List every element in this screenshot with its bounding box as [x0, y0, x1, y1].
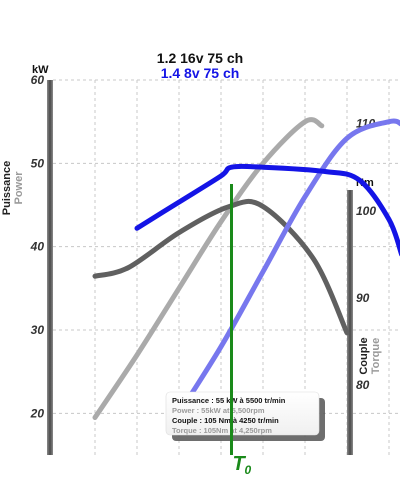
annotation-box: Puissance : 55 kW à 5500 tr/min Power : …: [165, 391, 325, 441]
right-tick-label: 80: [356, 378, 370, 392]
right-axis-title: Couple Torque: [358, 337, 382, 374]
series-line-3-power: [176, 118, 400, 416]
annotation-line-4: Torque : 105Nm at 4,250rpm: [172, 426, 272, 435]
annotation-line-2: Power : 55kW at 5,500rpm: [172, 406, 265, 415]
left-tick-label: 50: [31, 156, 45, 170]
right-axis-rail: [347, 190, 353, 455]
chart-subtitle: 1.4 8v 75 ch: [161, 65, 240, 81]
left-axis-title: Puissance Power: [1, 161, 25, 215]
right-tick-label: 100: [356, 204, 376, 218]
right-axis-label-alt: Torque: [370, 338, 382, 374]
left-axis-unit: kW: [32, 64, 49, 76]
t0-marker: T 0: [230, 184, 252, 477]
right-tick-label: 90: [356, 291, 370, 305]
t0-marker-subscript: 0: [245, 463, 252, 477]
left-axis-rail: [47, 80, 53, 455]
left-tick-label: 60: [31, 73, 45, 87]
left-axis-label-alt: Power: [13, 171, 25, 205]
series-line-4-torque: [134, 163, 400, 257]
series-line-1-power: [92, 117, 325, 420]
left-axis-label: Puissance: [1, 161, 13, 215]
left-tick-label: 30: [31, 323, 45, 337]
right-axis-label: Couple: [358, 337, 370, 374]
curves: [92, 117, 400, 420]
annotation-line-1: Puissance : 55 kW à 5500 tr/min: [172, 396, 286, 405]
t0-marker-label: T: [233, 453, 247, 475]
left-tick-label: 40: [30, 240, 45, 254]
annotation-line-3: Couple : 105 Nm à 4250 tr/min: [172, 416, 279, 425]
left-tick-label: 20: [30, 406, 45, 420]
chart-title: 1.2 16v 75 ch: [157, 50, 243, 66]
left-tick-labels: 20 30 40 50 60: [30, 73, 45, 420]
